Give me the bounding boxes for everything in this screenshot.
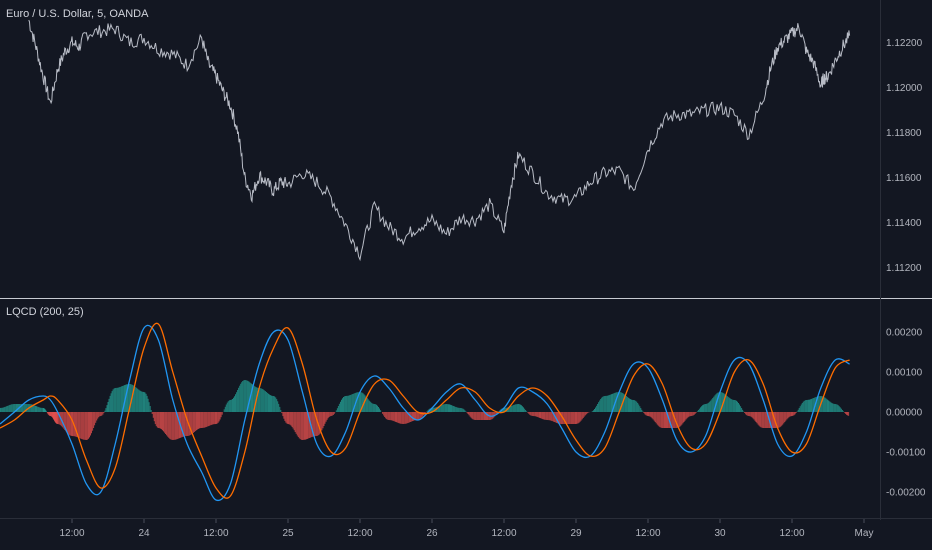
main-chart-title: Euro / U.S. Dollar, 5, OANDA: [6, 8, 149, 20]
time-tick-label: 12:00: [59, 528, 84, 539]
price-line: [28, 19, 851, 262]
time-tick-label: 24: [138, 528, 150, 539]
indicator-pane: 0.00200 0.00100 0.00000 -0.00100 -0.00200: [0, 322, 926, 502]
time-tick-label: 12:00: [491, 528, 516, 539]
price-tick-label: 1.12200: [886, 38, 923, 49]
price-axis: 1.12200 1.12000 1.11800 1.11600 1.11400 1.112…: [886, 38, 923, 274]
time-tick-label: 26: [426, 528, 438, 539]
indicator-tick-label: -0.00100: [886, 448, 926, 459]
time-tick-label: 29: [570, 528, 582, 539]
price-tick-label: 1.11800: [886, 128, 922, 139]
time-tick-label: 12:00: [347, 528, 372, 539]
time-tick-label: 12:00: [635, 528, 660, 539]
time-tick-label: 12:00: [779, 528, 804, 539]
indicator-tick-label: -0.00200: [886, 488, 926, 499]
price-tick-label: 1.12000: [886, 83, 923, 94]
price-tick-label: 1.11200: [886, 263, 922, 274]
price-tick-label: 1.11400: [886, 218, 922, 229]
price-tick-label: 1.11600: [886, 173, 922, 184]
time-tick-label: 25: [282, 528, 294, 539]
time-tick-label: 30: [714, 528, 726, 539]
fast-line: [0, 324, 850, 502]
indicator-tick-label: 0.00000: [886, 408, 923, 419]
slow-line: [0, 322, 850, 499]
time-tick-label: May: [855, 528, 874, 539]
indicator-title: LQCD (200, 25): [6, 306, 84, 318]
indicator-axis: 0.00200 0.00100 0.00000 -0.00100 -0.00200: [886, 328, 926, 499]
indicator-tick-label: 0.00200: [886, 328, 923, 339]
price-pane: 1.12200 1.12000 1.11800 1.11600 1.11400 1.112…: [28, 19, 923, 274]
indicator-tick-label: 0.00100: [886, 368, 923, 379]
histogram: [0, 380, 850, 440]
time-tick-label: 12:00: [203, 528, 228, 539]
time-axis: 12:00 24 12:00 25 12:00 26 12:00 29 12:00 30 12:00…: [59, 519, 873, 539]
